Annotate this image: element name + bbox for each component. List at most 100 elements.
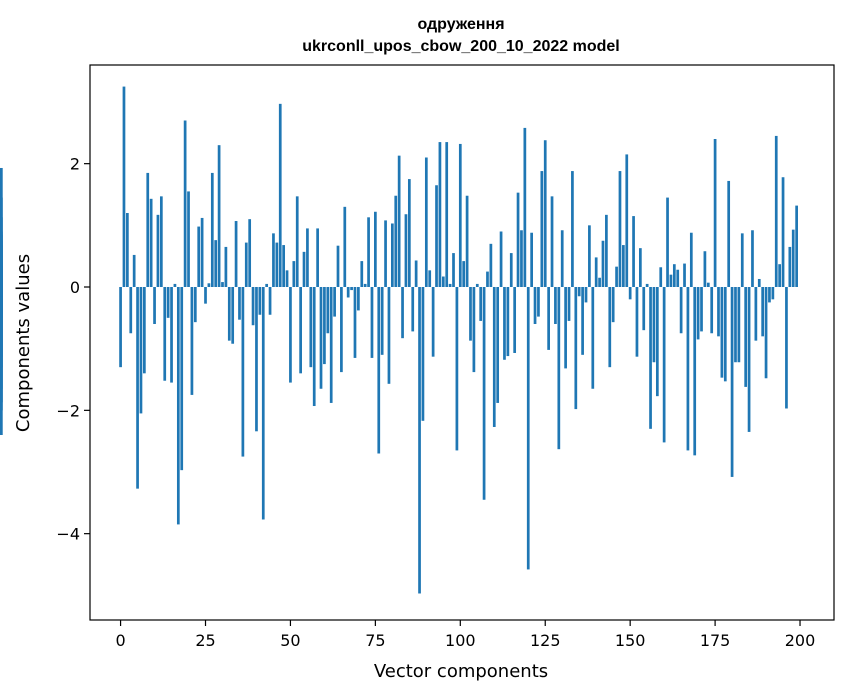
bar <box>422 287 425 421</box>
bar <box>738 287 741 362</box>
bar <box>578 287 581 296</box>
bar <box>476 284 479 287</box>
bar <box>744 287 747 387</box>
bar <box>517 193 520 287</box>
bar <box>184 121 187 288</box>
bar <box>272 233 275 287</box>
bar <box>221 282 224 287</box>
bar <box>503 287 506 360</box>
bar <box>564 287 567 368</box>
bar <box>687 287 690 450</box>
bar <box>765 287 768 378</box>
bar <box>313 287 316 406</box>
bar <box>557 287 560 449</box>
bar <box>289 287 292 383</box>
bar <box>201 218 204 287</box>
bar <box>527 287 530 569</box>
bar <box>228 287 231 341</box>
bar <box>771 287 774 299</box>
bar <box>408 179 411 287</box>
bar <box>208 283 211 287</box>
x-tick-label: 50 <box>280 631 300 650</box>
bar <box>734 287 737 362</box>
x-axis-label: Vector components <box>374 661 548 682</box>
bar <box>768 287 771 302</box>
bar <box>367 217 370 287</box>
bar <box>343 207 346 287</box>
bar <box>619 171 622 287</box>
x-tick-label: 75 <box>365 631 385 650</box>
bar <box>187 191 190 287</box>
bar <box>411 287 414 331</box>
bar <box>707 283 710 287</box>
bar <box>231 287 234 344</box>
bar <box>761 287 764 336</box>
bar <box>384 220 387 287</box>
bar <box>741 233 744 287</box>
bar <box>605 215 608 287</box>
y-tick-label: 2 <box>70 155 80 174</box>
bar <box>286 270 289 287</box>
bar <box>673 264 676 287</box>
bar <box>129 287 132 333</box>
x-tick-label: 100 <box>445 631 476 650</box>
bar <box>469 287 472 341</box>
y-tick-label: 0 <box>70 278 80 297</box>
bar <box>792 230 795 287</box>
bar <box>724 287 727 381</box>
bar <box>180 287 183 470</box>
bar <box>680 287 683 333</box>
bar <box>309 287 312 367</box>
bar <box>146 173 149 287</box>
bar <box>727 181 730 287</box>
bar <box>259 287 262 315</box>
bar <box>775 136 778 287</box>
bar <box>632 216 635 287</box>
bar <box>585 287 588 302</box>
bar <box>523 128 526 287</box>
bar <box>456 287 459 450</box>
bar <box>360 261 363 287</box>
bar <box>473 287 476 372</box>
bar <box>170 287 173 383</box>
bar <box>194 287 197 322</box>
bar <box>788 247 791 287</box>
bar <box>245 243 248 287</box>
bar <box>279 104 282 287</box>
bar <box>486 272 489 287</box>
bar <box>377 287 380 454</box>
bar <box>299 287 302 373</box>
bar <box>608 287 611 367</box>
bar <box>337 246 340 287</box>
bar <box>462 261 465 287</box>
bar <box>150 199 153 287</box>
bar <box>439 142 442 287</box>
bar <box>357 287 360 310</box>
bar <box>415 260 418 287</box>
bar <box>748 287 751 432</box>
chart-title: одруження <box>417 16 504 33</box>
bar <box>670 275 673 287</box>
bar <box>252 287 255 325</box>
bar <box>432 287 435 357</box>
bar <box>262 287 265 519</box>
bar <box>140 287 143 413</box>
bar <box>218 145 221 287</box>
y-axis-ticks: −4−202 <box>56 155 90 544</box>
bar <box>629 287 632 299</box>
bar <box>663 287 666 442</box>
bar <box>333 287 336 317</box>
bar <box>442 277 445 287</box>
bar <box>778 264 781 287</box>
bar <box>795 206 798 287</box>
bar <box>496 287 499 403</box>
bar <box>782 177 785 287</box>
bar <box>755 287 758 341</box>
bar <box>561 230 564 287</box>
bar <box>174 284 177 287</box>
bar <box>282 245 285 287</box>
bar <box>588 225 591 287</box>
